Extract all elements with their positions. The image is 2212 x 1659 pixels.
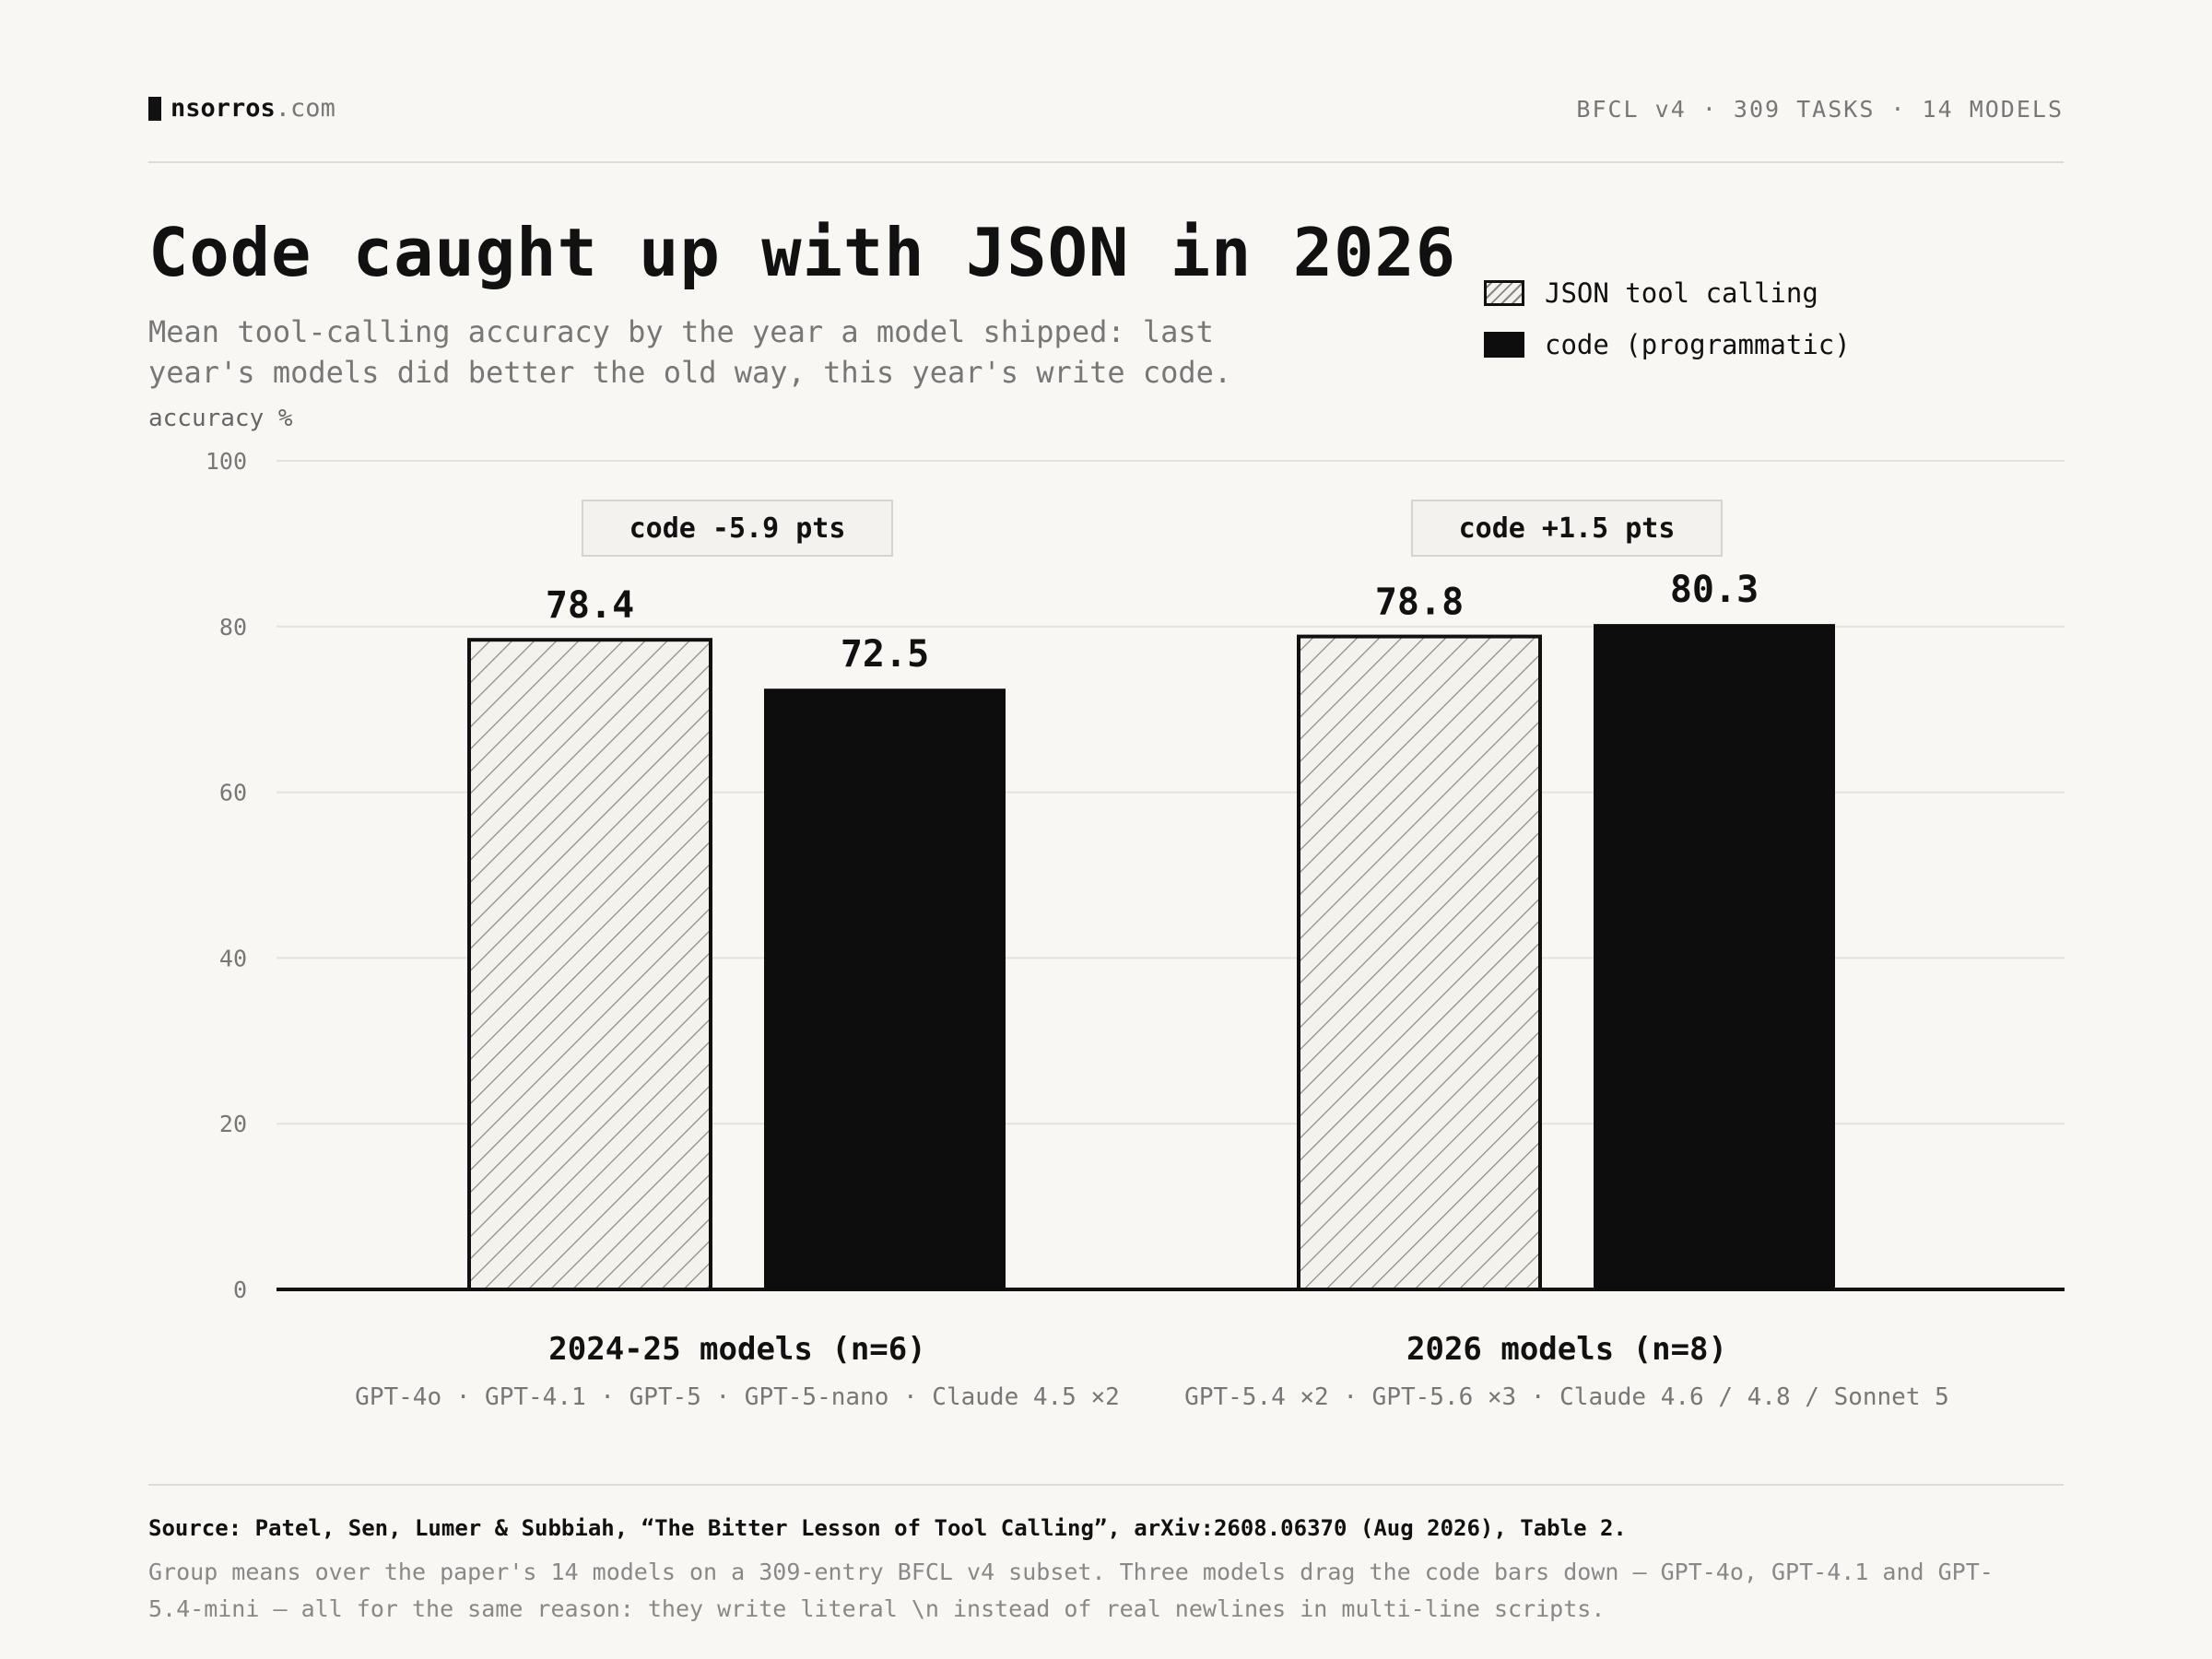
y-tick-label: 20	[219, 1111, 247, 1137]
delta-annotation-box	[1411, 500, 1723, 557]
bar-value-label: 78.8	[1375, 582, 1464, 624]
delta-annotation-text: code -5.9 pts	[629, 512, 846, 545]
bar-code	[764, 688, 1006, 1289]
y-tick-label: 60	[219, 780, 247, 806]
y-tick-label: 0	[233, 1277, 247, 1303]
header-divider	[148, 161, 2064, 163]
bar-json	[467, 638, 712, 1291]
x-category-label: 2024-25 models (n=6)	[548, 1331, 925, 1368]
footnote: Group means over the paper's 14 models o…	[148, 1559, 1994, 1622]
footer-divider	[148, 1484, 2064, 1486]
header-meta: BFCL v4 · 309 TASKS · 14 MODELS	[1576, 96, 2064, 123]
y-tick-label: 80	[219, 614, 247, 641]
source-citation: Source: Patel, Sen, Lumer & Subbiah, “Th…	[148, 1515, 1627, 1541]
x-category-label: 2026 models (n=8)	[1406, 1331, 1727, 1368]
y-tick-label: 100	[206, 448, 247, 475]
delta-annotation-text: code +1.5 pts	[1459, 512, 1676, 545]
bar-value-label: 78.4	[546, 584, 634, 627]
bar-chart: 0 20 40 60 80 100 78.4 72.5 code -5.9 pts 2024-2…	[206, 448, 2065, 1411]
legend-swatch-hatched-icon	[1484, 280, 1524, 306]
brand-mark-icon	[148, 96, 161, 121]
bar-value-label: 80.3	[1670, 569, 1759, 611]
legend-item-json: JSON tool calling	[1484, 275, 1851, 312]
legend: JSON tool calling code (programmatic)	[1484, 275, 1851, 378]
brand-name: nsorros	[171, 94, 276, 123]
bar-code	[1594, 624, 1835, 1289]
brand-logo[interactable]: nsorros .com	[148, 94, 335, 123]
legend-item-code: code (programmatic)	[1484, 326, 1851, 363]
x-category-members: GPT-4o · GPT-4.1 · GPT-5 · GPT-5-nano · …	[355, 1383, 1120, 1411]
y-axis-label: accuracy %	[148, 405, 293, 432]
bar-json	[1297, 634, 1542, 1291]
brand-tld: .com	[275, 94, 335, 123]
delta-annotation-box	[582, 500, 893, 557]
legend-label-code: code (programmatic)	[1545, 329, 1851, 360]
legend-swatch-solid-icon	[1484, 332, 1524, 358]
x-category-members: GPT-5.4 ×2 · GPT-5.6 ×3 · Claude 4.6 / 4…	[1184, 1383, 1949, 1411]
legend-label-json: JSON tool calling	[1545, 277, 1818, 309]
chart-title: Code caught up with JSON in 2026	[148, 214, 1457, 291]
y-tick-label: 40	[219, 945, 247, 971]
bar-value-label: 72.5	[841, 633, 929, 676]
chart-subtitle: Mean tool-calling accuracy by the year a…	[148, 314, 1232, 390]
